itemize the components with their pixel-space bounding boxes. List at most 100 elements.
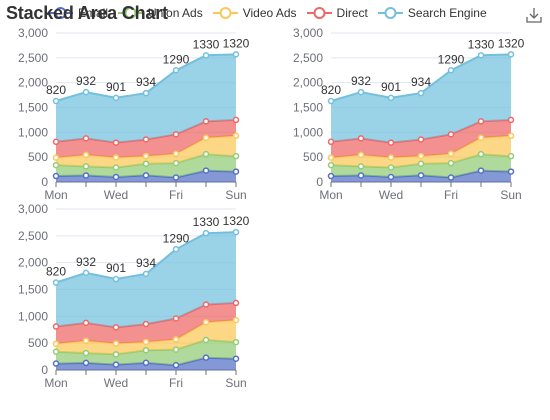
point-email: [327, 172, 335, 180]
point-video-ads: [507, 132, 515, 140]
point-search-engine: [142, 89, 150, 97]
point-video-ads: [52, 340, 60, 347]
x-tick-label: Mon: [44, 376, 67, 390]
chart-title: Stacked Area Chart: [6, 3, 168, 23]
point-email: [232, 355, 240, 362]
point-search-engine: [82, 88, 90, 96]
y-tick-label: 2,500: [18, 229, 48, 243]
legend-item-direct[interactable]: Direct: [306, 6, 368, 20]
point-union-ads: [112, 164, 120, 171]
point-search-engine: [202, 229, 210, 237]
data-label: 1320: [498, 36, 525, 50]
x-tick-label: Sun: [225, 188, 246, 202]
point-search-engine: [232, 51, 240, 58]
y-tick-label: 3,000: [18, 26, 48, 40]
legend-item-search-engine[interactable]: Search Engine: [377, 6, 487, 20]
point-email: [142, 359, 150, 367]
point-union-ads: [142, 160, 150, 167]
x-tick-label: Mon: [44, 188, 67, 202]
point-email: [52, 172, 60, 180]
y-tick-label: 2,500: [293, 51, 323, 65]
point-email: [232, 168, 240, 175]
legend-item-email[interactable]: Email: [48, 6, 108, 20]
y-tick-label: 0: [41, 175, 48, 189]
point-search-engine: [172, 246, 180, 253]
y-tick-label: 2,000: [293, 76, 323, 90]
area-direct: [56, 119, 236, 158]
point-email: [477, 167, 485, 174]
x-tick-label: Wed: [104, 188, 128, 202]
point-video-ads: [82, 151, 90, 159]
x-tick-label: Wed: [379, 188, 403, 202]
save-image-button[interactable]: [524, 5, 544, 25]
point-search-engine: [52, 279, 60, 286]
x-tick-label: Fri: [169, 376, 183, 390]
y-tick-label: 1,500: [293, 101, 323, 115]
area-direct: [56, 302, 236, 344]
legend-item-union-ads[interactable]: Union Ads: [118, 6, 203, 20]
data-label: 820: [46, 265, 66, 279]
point-direct: [82, 319, 90, 327]
area-search-engine: [56, 54, 236, 143]
data-label: 1330: [193, 215, 220, 229]
area-video-ads: [56, 320, 236, 355]
y-tick-label: 2,000: [18, 256, 48, 270]
data-label: 1320: [223, 36, 250, 50]
legend-label: Video Ads: [242, 6, 297, 20]
point-search-engine: [357, 88, 365, 96]
data-label: 1290: [163, 231, 190, 245]
data-label: 1330: [468, 37, 495, 51]
point-union-ads: [112, 351, 120, 358]
point-video-ads: [417, 152, 425, 160]
area-search-engine: [56, 232, 236, 328]
point-direct: [52, 323, 60, 330]
point-email: [202, 167, 210, 174]
point-video-ads: [52, 154, 60, 161]
x-tick-label: Wed: [104, 376, 128, 390]
point-search-engine: [387, 94, 395, 102]
point-union-ads: [477, 150, 485, 158]
legend-label: Union Ads: [148, 6, 203, 20]
point-video-ads: [477, 134, 485, 142]
point-search-engine: [447, 67, 455, 74]
point-search-engine: [82, 269, 90, 277]
data-label: 934: [136, 256, 156, 270]
point-video-ads: [112, 154, 120, 161]
legend-item-video-ads[interactable]: Video Ads: [212, 6, 297, 20]
point-search-engine: [112, 94, 120, 102]
point-union-ads: [417, 160, 425, 167]
data-label: 934: [411, 75, 431, 89]
legend-marker-icon: [118, 7, 144, 19]
point-direct: [142, 136, 150, 143]
point-email: [52, 360, 60, 367]
point-union-ads: [142, 347, 150, 354]
y-tick-label: 0: [316, 175, 323, 189]
data-label: 901: [106, 80, 126, 94]
point-email: [82, 172, 90, 179]
y-tick-label: 1,000: [293, 125, 323, 139]
y-tick-label: 0: [41, 363, 48, 377]
data-label: 1320: [223, 214, 250, 228]
point-email: [112, 173, 120, 181]
y-tick-label: 1,000: [18, 125, 48, 139]
data-label: 932: [351, 74, 371, 88]
x-tick-label: Fri: [444, 188, 458, 202]
point-union-ads: [507, 152, 515, 160]
point-direct: [112, 324, 120, 331]
point-video-ads: [447, 150, 455, 157]
data-label: 820: [321, 83, 341, 97]
point-union-ads: [82, 349, 90, 357]
point-direct: [327, 138, 335, 146]
point-email: [202, 354, 210, 361]
area-direct: [331, 119, 511, 158]
point-email: [507, 168, 515, 175]
area-search-engine: [331, 54, 511, 143]
point-email: [172, 361, 180, 369]
point-union-ads: [172, 159, 180, 167]
point-video-ads: [172, 336, 180, 343]
point-direct: [82, 135, 90, 142]
data-label: 934: [136, 75, 156, 89]
y-tick-label: 2,500: [18, 51, 48, 65]
point-union-ads: [327, 161, 335, 169]
legend-marker-icon: [377, 7, 403, 19]
